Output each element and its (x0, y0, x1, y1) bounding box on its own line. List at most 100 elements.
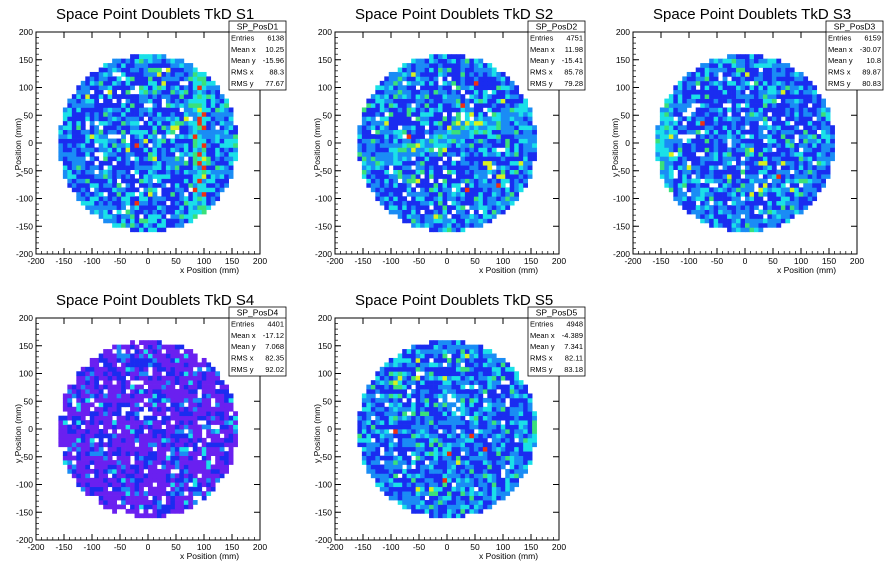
heatmap-cell (107, 500, 113, 505)
heatmap-cell (112, 120, 117, 126)
heatmap-cell (447, 165, 452, 170)
heatmap-cell (179, 103, 185, 108)
heatmap-cell (455, 94, 461, 99)
heatmap-cell (478, 143, 484, 148)
heatmap-cell (718, 174, 723, 179)
heatmap-cell (116, 138, 122, 144)
heatmap-cell (89, 205, 95, 210)
heatmap-cell (67, 138, 73, 144)
heatmap-cell (139, 129, 144, 135)
x-axis-label: x Position (mm) (777, 265, 836, 275)
heatmap-cell (473, 134, 479, 139)
heatmap-cell (71, 406, 77, 412)
heatmap-cell (103, 85, 109, 91)
heatmap-cell (442, 58, 448, 64)
heatmap-cell (183, 187, 189, 193)
heatmap-cell (767, 151, 773, 157)
heatmap-cell (753, 129, 759, 135)
heatmap-cell (125, 103, 131, 108)
heatmap-cell (438, 147, 443, 153)
heatmap-cell (397, 76, 403, 82)
heatmap-cell (107, 420, 113, 425)
heatmap-cell (677, 129, 683, 135)
heatmap-cell (709, 174, 714, 179)
heatmap-cell (116, 424, 122, 430)
heatmap-cell (357, 138, 363, 144)
heatmap-cell (789, 143, 795, 148)
heatmap-cell (455, 134, 461, 139)
heatmap-cell (219, 464, 225, 470)
heatmap-cell (121, 63, 126, 68)
heatmap-cell (487, 129, 493, 135)
heatmap-cell (94, 420, 100, 425)
heatmap-cell (442, 218, 448, 224)
heatmap-cell (170, 143, 176, 148)
heatmap-cell (379, 187, 385, 193)
heatmap-cell (464, 98, 470, 104)
heatmap-cell (174, 455, 180, 461)
heatmap-cell (695, 209, 701, 215)
heatmap-cell (210, 165, 216, 170)
heatmap-cell (206, 138, 212, 144)
heatmap-cell (143, 415, 149, 421)
heatmap-cell (514, 125, 520, 131)
heatmap-cell (713, 174, 719, 179)
heatmap-cell (691, 76, 697, 82)
heatmap-cell (152, 80, 158, 86)
heatmap-cell (210, 468, 216, 474)
heatmap-cell (148, 178, 153, 184)
heatmap-cell (415, 205, 421, 210)
heatmap-cell (125, 460, 131, 465)
heatmap-cell (821, 174, 826, 179)
heatmap-cell (780, 98, 786, 104)
heatmap-cell (438, 134, 443, 139)
heatmap-cell (411, 200, 416, 206)
heatmap-cell (366, 147, 372, 153)
heatmap-cell (188, 214, 194, 219)
heatmap-cell (170, 120, 176, 126)
heatmap-cell (210, 107, 216, 113)
heatmap-cell (67, 156, 73, 162)
heatmap-cell (134, 402, 140, 408)
heatmap-cell (496, 205, 502, 210)
heatmap-cell (500, 143, 506, 148)
heatmap-cell (375, 165, 381, 170)
heatmap-cell (514, 196, 520, 202)
heatmap-cell (134, 103, 140, 108)
heatmap-cell (192, 116, 198, 122)
heatmap-cell (76, 107, 82, 113)
heatmap-cell (143, 200, 149, 206)
heatmap-cell (794, 182, 800, 188)
heatmap-cell (397, 169, 403, 175)
heatmap-cell (71, 107, 77, 113)
heatmap-cell (125, 125, 131, 131)
stats-box-name: SP_PosD2 (536, 22, 578, 32)
heatmap-cell (116, 380, 122, 385)
heatmap-cell (402, 116, 408, 122)
heatmap-cell (736, 165, 741, 170)
heatmap-cell (789, 196, 795, 202)
heatmap-cell (523, 111, 528, 117)
heatmap-cell (62, 111, 68, 117)
heatmap-cell (713, 98, 719, 104)
heatmap-cell (424, 209, 430, 215)
heatmap-cell (411, 191, 416, 197)
heatmap-cell (192, 468, 198, 474)
heatmap-cell (130, 504, 135, 510)
heatmap-cell (112, 138, 117, 144)
heatmap-cell (156, 165, 162, 170)
heatmap-cell (496, 165, 502, 170)
heatmap-cell (749, 94, 755, 99)
heatmap-cell (727, 156, 732, 162)
heatmap-cell (478, 71, 484, 77)
heatmap-cell (188, 433, 194, 439)
heatmap-cell (402, 200, 408, 206)
heatmap-cell (780, 63, 786, 68)
heatmap-cell (112, 218, 117, 224)
heatmap-cell (112, 402, 117, 408)
heatmap-cell (201, 125, 207, 131)
heatmap-cell (718, 129, 723, 135)
x-tick-label: 100 (496, 256, 510, 266)
heatmap-cell (473, 214, 479, 219)
heatmap-cell (85, 169, 91, 175)
